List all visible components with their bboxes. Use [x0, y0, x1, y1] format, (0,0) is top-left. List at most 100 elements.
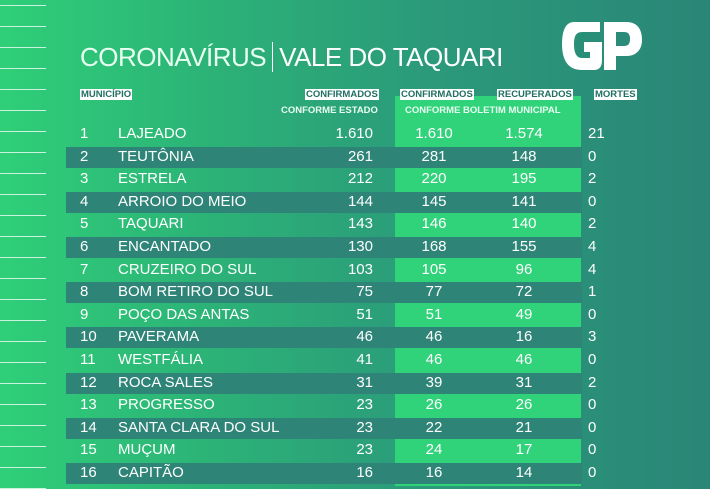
decorative-line [0, 446, 46, 447]
decorative-line [0, 5, 46, 6]
cell-recovered: 46 [515, 351, 533, 368]
cell-rank: 7 [80, 260, 89, 278]
cell-confirmed-state: 23 [356, 441, 373, 459]
cell-municipality: CAPITÃO [118, 464, 184, 481]
table-row: 9 POÇO DAS ANTAS 51 51 49 0 [0, 304, 710, 326]
cell-confirmed-state: 23 [356, 396, 373, 414]
cell-deaths: 2 [588, 373, 597, 391]
cell-municipality: CRUZEIRO DO SUL [118, 260, 257, 278]
cell-rank: 13 [80, 396, 97, 414]
decorative-line [0, 341, 46, 342]
cell-recovered: 21 [515, 418, 533, 436]
row-band [66, 282, 582, 304]
cell-deaths: 4 [588, 260, 597, 278]
cell-confirmed-state: 144 [347, 192, 373, 210]
table-row: 13 PROGRESSO 23 26 26 0 [0, 394, 710, 416]
cell-confirmed-state: 212 [347, 170, 373, 188]
decorative-line [0, 194, 46, 195]
cell-confirmed-municipal: 16 [425, 464, 443, 481]
decorative-line [0, 425, 46, 426]
decorative-line [0, 26, 46, 27]
cell-confirmed-municipal: 22 [425, 418, 443, 436]
cell-confirmed-state: 261 [347, 147, 373, 165]
cell-municipality: ROCA SALES [118, 373, 214, 391]
table-row: 5 TAQUARI 143 146 140 2 [0, 213, 710, 235]
cell-confirmed-municipal: 46 [425, 328, 443, 346]
cell-confirmed-municipal: 168 [421, 238, 447, 255]
header-conforme-boletim: CONFORME BOLETIM MUNICIPAL [405, 105, 561, 116]
cell-recovered: 14 [515, 464, 533, 481]
decorative-line [0, 467, 46, 468]
cell-confirmed-municipal: 26 [425, 396, 443, 414]
cell-municipality: ENCANTADO [118, 238, 212, 255]
decorative-line [0, 278, 46, 279]
cell-deaths: 4 [588, 238, 597, 255]
cell-recovered: 140 [511, 215, 537, 233]
table-row: 10 PAVERAMA 46 46 16 3 [0, 326, 710, 348]
cell-deaths: 0 [588, 418, 597, 436]
cell-deaths: 3 [588, 328, 597, 346]
cell-confirmed-municipal: 1.610 [415, 125, 453, 142]
cell-rank: 4 [80, 192, 89, 210]
cell-recovered: 155 [511, 238, 537, 255]
table-row: 6 ENCANTADO 130 168 155 4 [0, 236, 710, 258]
header-confirmados-municipal: CONFIRMADOS [400, 89, 474, 100]
gp-logo [562, 22, 642, 70]
title-coronavirus: CORONAVÍRUS [80, 42, 267, 72]
cell-deaths: 0 [588, 464, 597, 481]
cell-confirmed-state: 75 [356, 283, 373, 301]
cell-rank: 6 [80, 238, 89, 255]
row-band [66, 327, 582, 349]
table-row: 15 MUÇUM 23 24 17 0 [0, 439, 710, 461]
cell-deaths: 0 [588, 441, 597, 459]
cell-confirmed-state: 130 [347, 238, 373, 255]
cell-rank: 5 [80, 215, 89, 233]
cell-municipality: PAVERAMA [118, 328, 200, 346]
decorative-lines [0, 0, 46, 489]
table-row: 3 ESTRELA 212 220 195 2 [0, 168, 710, 190]
table-row: 14 SANTA CLARA DO SUL 23 22 21 0 [0, 417, 710, 439]
row-band [66, 191, 582, 213]
decorative-line [0, 89, 46, 90]
header-conforme-estado: CONFORME ESTADO [281, 105, 378, 116]
cell-deaths: 1 [588, 283, 597, 301]
cell-confirmed-municipal: 51 [425, 305, 443, 323]
header-mortes: MORTES [594, 89, 637, 100]
cell-recovered: 49 [515, 305, 533, 323]
cell-deaths: 0 [588, 192, 597, 210]
cell-deaths: 0 [588, 305, 597, 323]
cell-confirmed-municipal: 281 [421, 147, 447, 165]
header-confirmados-estado: CONFIRMADOS [305, 89, 379, 100]
table-row: 16 CAPITÃO 16 16 14 0 [0, 462, 710, 484]
row-band [66, 237, 582, 258]
cell-rank: 3 [80, 170, 89, 188]
cell-rank: 9 [80, 305, 89, 323]
row-band [66, 146, 582, 168]
decorative-line [0, 383, 46, 384]
cell-confirmed-municipal: 105 [421, 260, 447, 278]
cell-municipality: TEUTÔNIA [118, 147, 194, 165]
row-band [66, 463, 582, 484]
decorative-line [0, 215, 46, 216]
cell-confirmed-state: 1.610 [335, 125, 373, 142]
decorative-line [0, 173, 46, 174]
decorative-line [0, 68, 46, 69]
cell-municipality: LAJEADO [118, 125, 187, 142]
cell-recovered: 31 [515, 373, 533, 391]
cell-confirmed-municipal: 39 [425, 373, 443, 391]
cell-deaths: 0 [588, 351, 597, 368]
row-band [66, 372, 582, 394]
table-row: 12 ROCA SALES 31 39 31 2 [0, 372, 710, 394]
cell-deaths: 2 [588, 215, 597, 233]
title-divider [272, 42, 274, 72]
cell-deaths: 2 [588, 170, 597, 188]
page-title: CORONAVÍRUS VALE DO TAQUARI [80, 42, 503, 73]
cell-confirmed-municipal: 77 [425, 283, 443, 301]
cell-recovered: 1.574 [505, 125, 543, 142]
cell-municipality: POÇO DAS ANTAS [118, 305, 250, 323]
cell-municipality: ARROIO DO MEIO [118, 192, 247, 210]
cell-rank: 16 [80, 464, 97, 481]
cell-rank: 15 [80, 441, 97, 459]
cell-rank: 8 [80, 283, 89, 301]
cell-municipality: TAQUARI [118, 215, 184, 233]
